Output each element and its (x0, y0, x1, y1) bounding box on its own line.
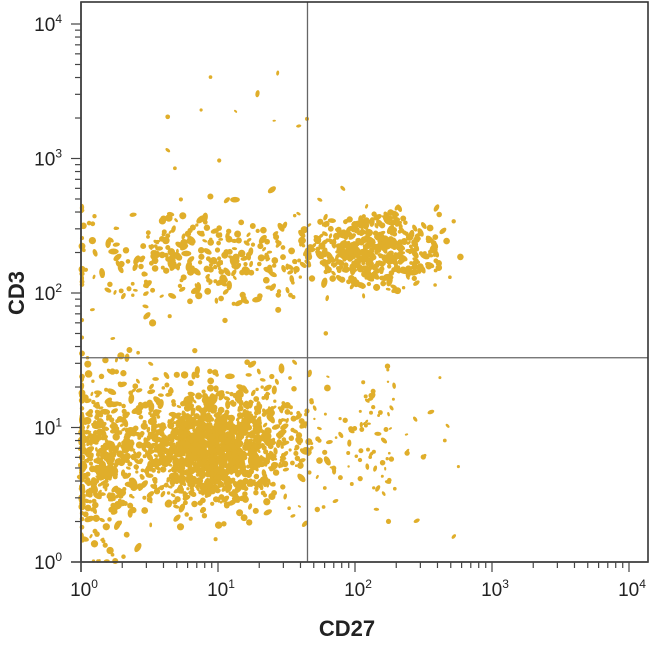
plot-frame (80, 1, 649, 563)
x-tick-label: 104 (618, 577, 646, 601)
x-axis-title: CD27 (319, 616, 375, 641)
y-axis-title: CD3 (4, 271, 29, 315)
x-axis: 100 101 102 103 104 (70, 561, 648, 601)
x-tick-label: 101 (207, 577, 235, 601)
quadrant-gate-lines (81, 2, 648, 562)
y-axis: 100 101 102 103 104 (34, 2, 82, 574)
x-tick-label: 100 (70, 577, 98, 601)
x-tick-label: 103 (481, 577, 509, 601)
y-tick-label: 100 (34, 550, 62, 574)
y-tick-label: 102 (34, 281, 62, 305)
x-tick-label: 102 (344, 577, 372, 601)
y-tick-label: 103 (34, 147, 62, 171)
y-tick-label: 104 (34, 12, 62, 36)
y-tick-label: 101 (34, 416, 62, 440)
event-dots (76, 70, 464, 565)
